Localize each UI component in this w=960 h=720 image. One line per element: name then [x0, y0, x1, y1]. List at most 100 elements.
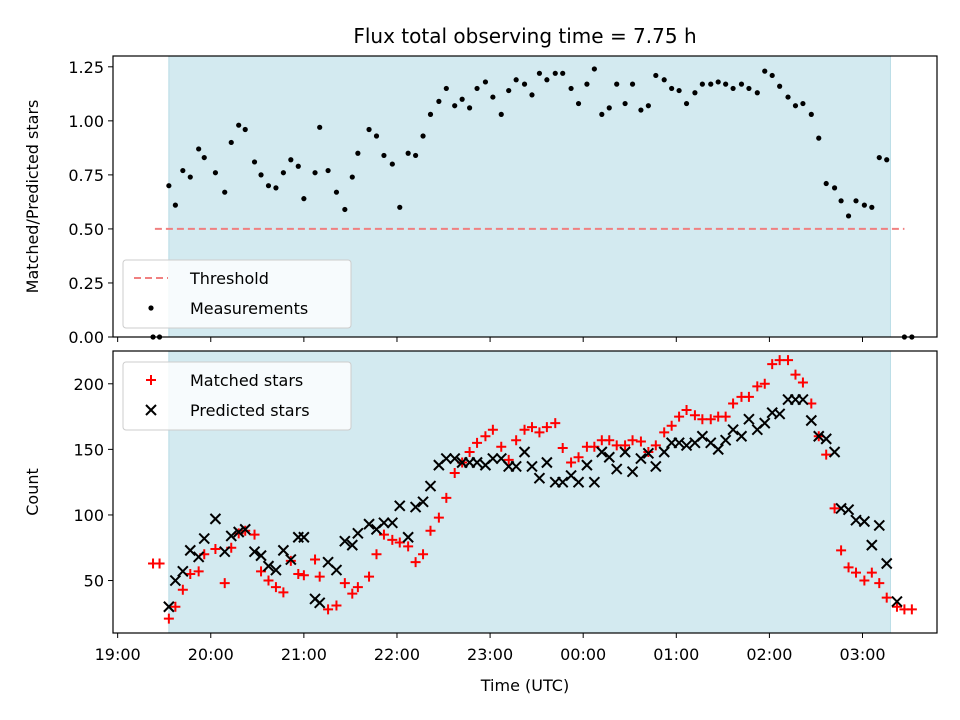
y-tick-label: 0.75 — [68, 166, 104, 185]
x-tick-label: 23:00 — [467, 645, 513, 664]
measurement-point — [584, 81, 590, 87]
y-tick-label: 200 — [73, 375, 104, 394]
legend-entry-label: Predicted stars — [190, 401, 310, 420]
matched-stars-point — [836, 545, 847, 556]
x-tick-label: 02:00 — [746, 645, 792, 664]
measurement-point — [838, 198, 844, 204]
predicted-stars-point — [209, 513, 222, 525]
predicted-stars-point — [184, 544, 196, 557]
matched-stars-point — [767, 359, 778, 370]
predicted-stars-point — [650, 460, 662, 473]
measurement-point — [166, 183, 172, 189]
measurement-point — [536, 70, 543, 76]
measurement-point — [212, 170, 219, 176]
x-tick-label: 00:00 — [560, 645, 606, 664]
matched-stars-point — [891, 601, 902, 612]
predicted-stars-point — [557, 476, 569, 488]
measurement-point — [769, 72, 775, 79]
matched-stars-point — [526, 422, 537, 433]
predicted-stars-point — [680, 439, 693, 452]
measurement-point — [552, 70, 558, 76]
predicted-stars-point — [658, 446, 670, 458]
measurement-point — [180, 167, 186, 174]
matched-stars-point — [705, 414, 716, 425]
predicted-stars-point — [448, 452, 461, 465]
legend-measurement-swatch — [148, 305, 154, 311]
measurement-point — [575, 100, 582, 107]
measurement-point — [405, 150, 411, 156]
matched-stars-point — [263, 575, 274, 586]
matched-stars-point — [394, 537, 405, 548]
x-tick-label: 20:00 — [188, 645, 234, 664]
matched-stars-point — [480, 431, 491, 442]
predicted-stars-point — [805, 414, 818, 427]
predicted-stars-point — [330, 564, 343, 576]
measurement-point — [792, 103, 799, 109]
measurement-point — [723, 81, 729, 87]
matched-stars-point — [403, 541, 414, 552]
measurement-point — [389, 161, 395, 167]
matched-stars-point — [611, 440, 622, 451]
y-tick-label: 150 — [73, 440, 104, 459]
predicted-stars-point — [248, 545, 261, 558]
legend-box — [122, 361, 352, 431]
measurement-point — [443, 85, 449, 92]
measurement-point — [258, 172, 264, 178]
measurement-point — [452, 103, 458, 109]
predicted-stars-point — [891, 595, 903, 608]
measurement-point — [349, 174, 355, 180]
predicted-stars-point — [262, 560, 275, 572]
measurement-point — [777, 83, 783, 89]
matched-stars-point — [681, 405, 692, 416]
matched-stars-point — [850, 567, 861, 578]
predicted-stars-point — [719, 434, 732, 446]
predicted-stars-point — [881, 557, 893, 570]
measurement-point — [591, 66, 597, 72]
measurement-point — [754, 90, 760, 96]
predicted-stars-point — [773, 408, 786, 420]
predicted-stars-point — [813, 430, 825, 442]
measurement-point — [355, 150, 361, 156]
measurement-point — [645, 103, 651, 109]
predicted-stars-point — [424, 480, 437, 492]
matched-stars-point — [219, 578, 230, 589]
matched-stars-point — [177, 584, 188, 595]
measurement-point — [708, 81, 714, 87]
measurement-point — [762, 68, 768, 74]
predicted-stars-point — [541, 456, 553, 469]
matched-stars-point — [759, 378, 770, 389]
measurement-point — [638, 107, 644, 113]
matched-stars-point — [635, 436, 646, 447]
predicted-stars-point — [526, 460, 538, 473]
predicted-stars-point — [225, 530, 237, 542]
measurement-point — [482, 79, 489, 85]
predicted-stars-point — [735, 430, 748, 442]
matched-stars-point — [418, 549, 429, 560]
predicted-stars-point — [696, 430, 709, 442]
x-axis-label: Time (UTC) — [480, 676, 569, 695]
predicted-stars-point — [402, 531, 414, 543]
predicted-stars-point — [471, 456, 483, 469]
predicted-stars-point — [232, 526, 245, 538]
measurement-point — [816, 135, 822, 141]
matched-stars-point — [347, 588, 358, 599]
predicted-stars-point — [177, 565, 189, 578]
measurement-point — [427, 111, 434, 117]
predicted-stars-point — [518, 446, 531, 458]
measurement-point — [412, 152, 419, 159]
measurement-point — [228, 139, 234, 146]
matched-stars-point — [874, 578, 885, 589]
predicted-stars-point — [487, 452, 499, 465]
predicted-stars-point — [759, 417, 771, 429]
legend-entry-label: Measurements — [190, 299, 308, 318]
predicted-stars-point — [255, 549, 267, 562]
y-tick-label: 0.00 — [68, 328, 104, 347]
measurement-point — [853, 198, 859, 204]
predicted-stars-point — [572, 476, 585, 488]
predicted-stars-point — [169, 574, 182, 587]
predicted-stars-point — [163, 601, 175, 613]
predicted-stars-point — [866, 539, 878, 551]
matched-stars-point — [364, 571, 375, 582]
matched-stars-point — [278, 587, 289, 598]
measurement-point — [730, 85, 736, 92]
